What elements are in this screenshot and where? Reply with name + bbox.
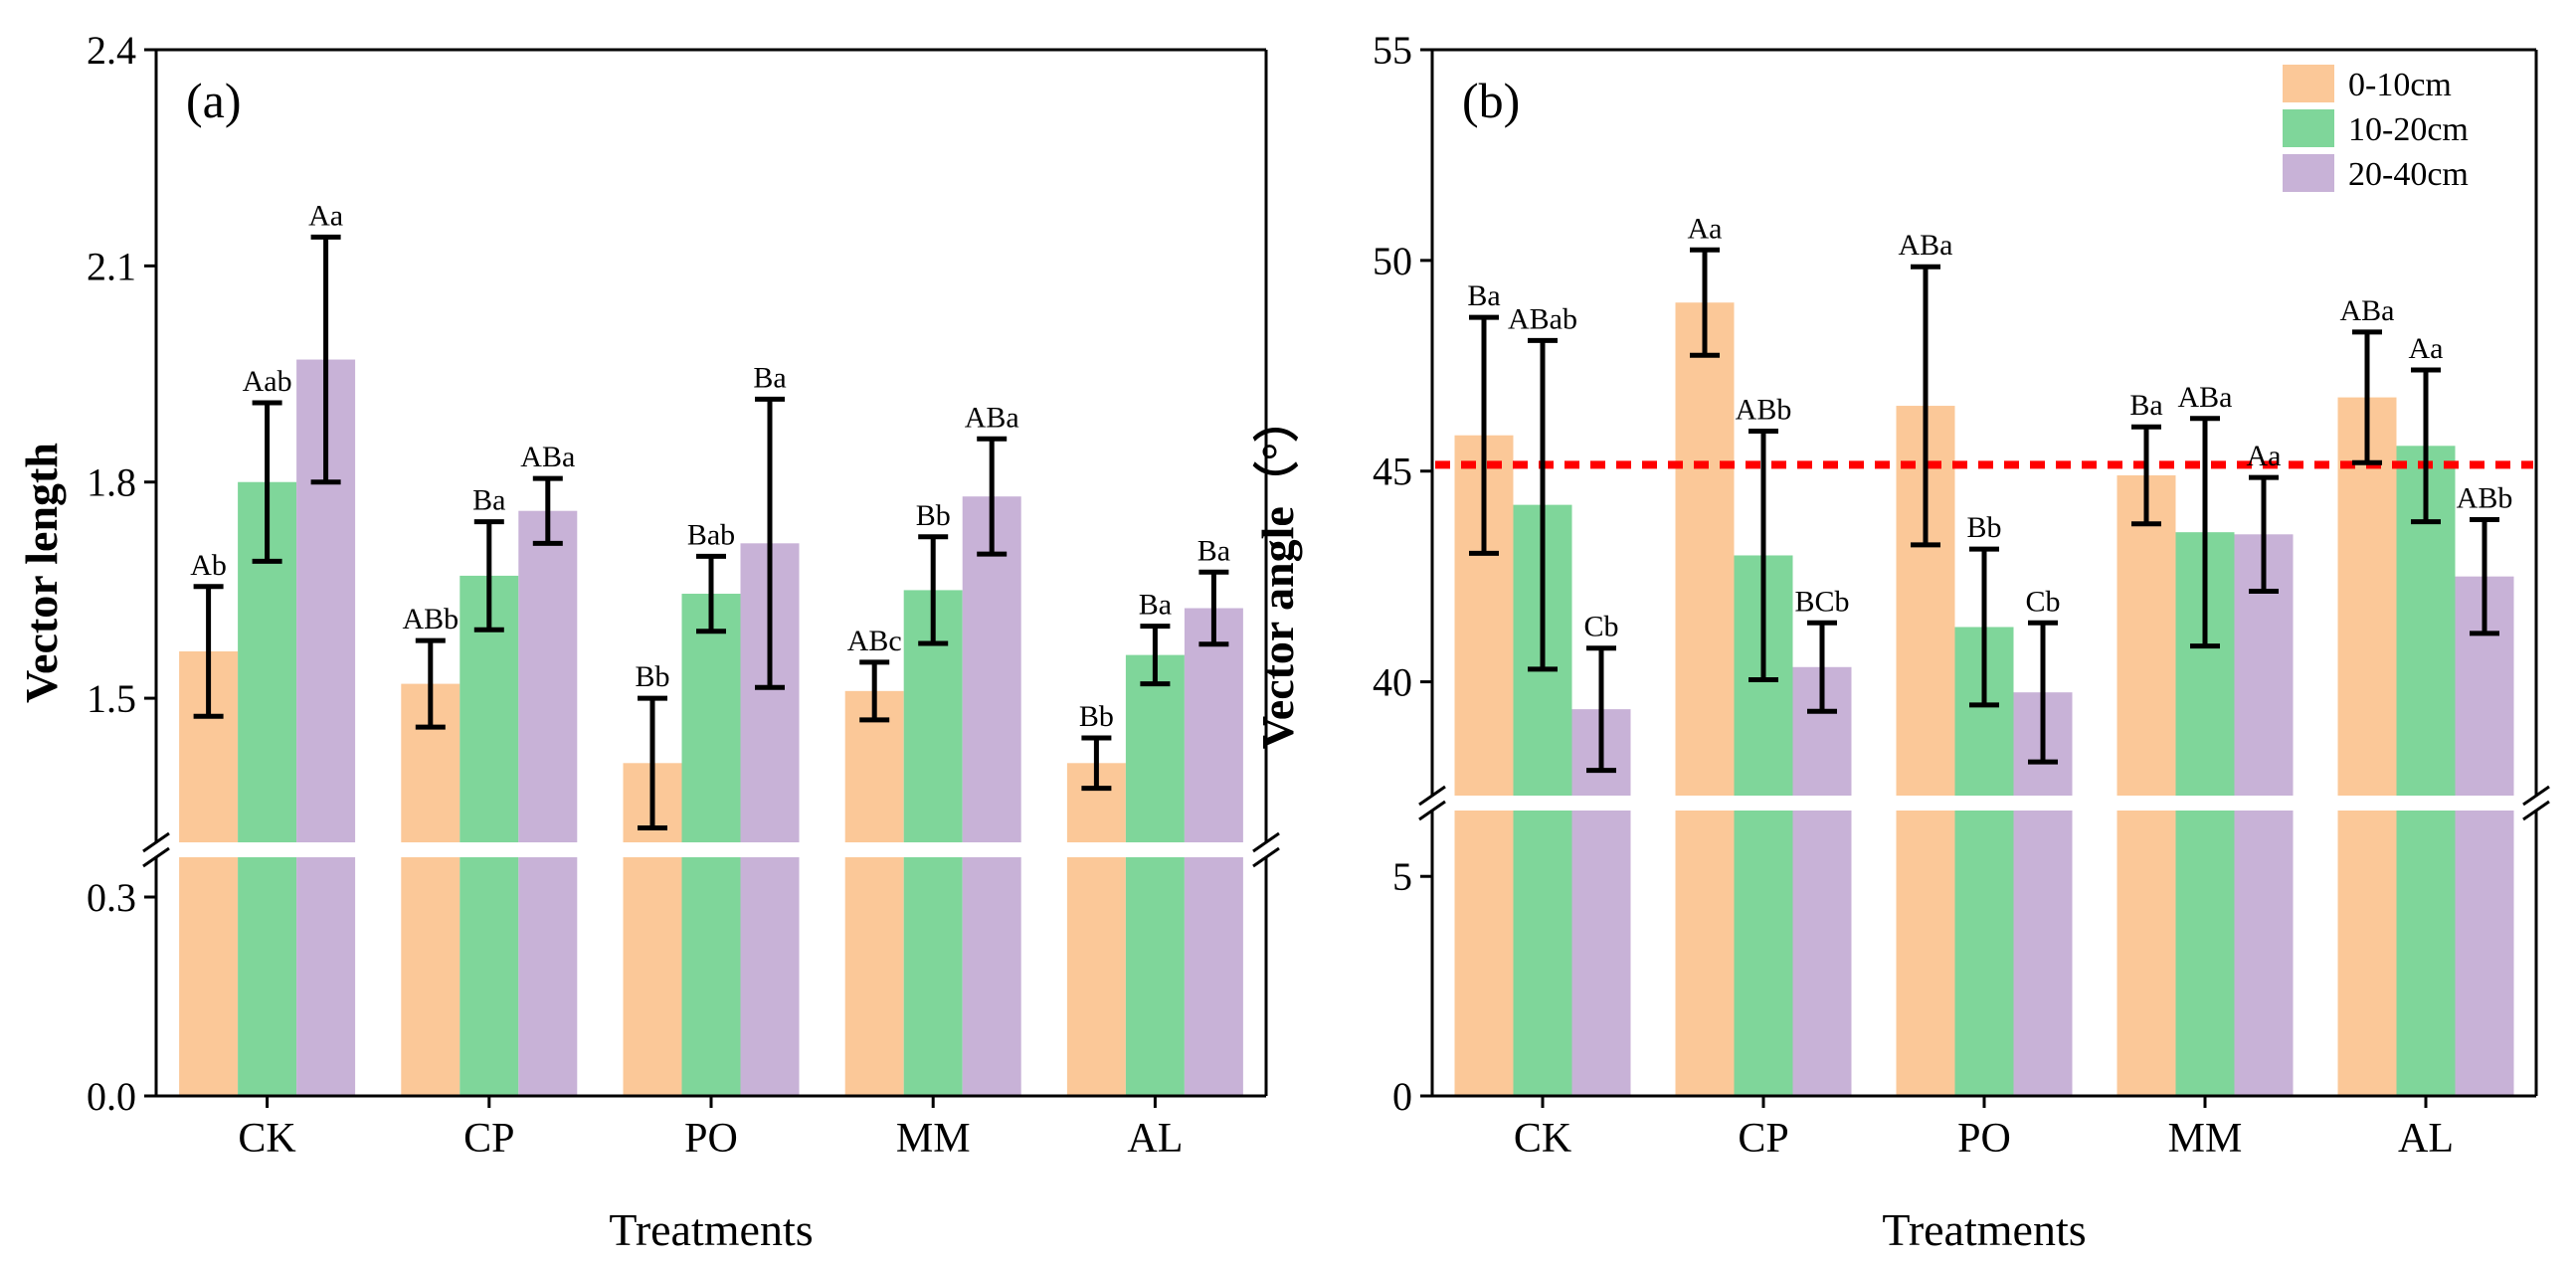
significance-label: ABb	[1736, 393, 1792, 426]
significance-label: Bb	[1079, 700, 1114, 733]
significance-label: Ab	[190, 549, 227, 582]
significance-label: ABa	[2178, 381, 2233, 414]
category-label-al: AL	[2398, 1116, 2454, 1162]
significance-label: BCb	[1794, 585, 1849, 618]
bar-al-10-20cm	[2396, 446, 2456, 1097]
legend-swatch-20-40cm	[2283, 154, 2334, 192]
y-tick-label: 50	[1373, 239, 1412, 283]
panel-label: (a)	[186, 73, 242, 128]
significance-label: ABa	[2340, 294, 2395, 327]
category-label-ck: CK	[1514, 1116, 1571, 1162]
break-marker-left	[142, 831, 170, 853]
significance-label: Bb	[1966, 511, 2001, 544]
significance-label: Aa	[1688, 212, 1723, 245]
category-label-mm: MM	[2168, 1116, 2243, 1162]
significance-label: Aa	[2409, 332, 2444, 365]
significance-label: Ba	[2129, 389, 2162, 422]
y-axis-title: Vector angle（°）	[1252, 397, 1303, 749]
x-axis-title: Treatments	[1882, 1204, 2086, 1255]
y-axis-title: Vector length	[16, 443, 67, 703]
break-marker-left	[142, 846, 170, 868]
bar-cp-0-10cm	[401, 683, 460, 1096]
legend-label: 0-10cm	[2348, 67, 2452, 103]
category-label-po: PO	[1957, 1116, 2011, 1162]
axis-break-gap	[1430, 796, 2538, 811]
y-tick-label: 1.5	[87, 676, 136, 721]
significance-label: ABb	[2457, 481, 2513, 514]
bar-al-10-20cm	[1125, 654, 1185, 1096]
significance-label: Ba	[1467, 279, 1500, 312]
bar-al-0-10cm	[2337, 397, 2397, 1096]
significance-label: Aa	[308, 199, 343, 232]
y-tick-label: 5	[1392, 854, 1412, 899]
bar-mm-0-10cm	[2116, 474, 2176, 1097]
y-tick-label: 55	[1373, 28, 1412, 73]
significance-label: Ba	[472, 484, 505, 517]
significance-label: Bb	[635, 660, 669, 693]
bar-mm-20-40cm	[2234, 534, 2294, 1096]
significance-label: Aa	[2247, 440, 2282, 472]
panel-b: Ba Aa ABa Ba ABa ABab ABb Bb ABa Aa Cb BCb Cb Aa ABb 40…	[1252, 28, 2550, 1255]
significance-label: ABb	[402, 603, 459, 635]
category-label-cp: CP	[1738, 1116, 1788, 1162]
category-label-po: PO	[684, 1116, 738, 1162]
y-tick-label: 1.8	[87, 460, 136, 505]
significance-label: Aab	[243, 365, 292, 398]
bar-al-20-40cm	[2455, 576, 2514, 1096]
axis-break-gap	[154, 842, 1268, 857]
bar-cp-20-40cm	[518, 510, 578, 1096]
y-tick-label: 45	[1373, 450, 1412, 494]
category-label-mm: MM	[896, 1116, 971, 1162]
break-marker-left	[1418, 800, 1446, 821]
y-tick-label: 0	[1392, 1074, 1412, 1119]
legend-label: 20-40cm	[2348, 156, 2469, 193]
significance-label: ABab	[1508, 302, 1577, 335]
bar-mm-0-10cm	[844, 690, 904, 1096]
y-tick-label: 0.3	[87, 875, 136, 920]
category-label-ck: CK	[238, 1116, 295, 1162]
legend-swatch-10-20cm	[2283, 109, 2334, 147]
bar-ck-20-40cm	[1571, 709, 1631, 1096]
bar-al-0-10cm	[1066, 763, 1126, 1096]
significance-label: Bab	[687, 518, 735, 551]
y-tick-label: 0.0	[87, 1074, 136, 1119]
break-marker-left	[1418, 785, 1446, 807]
significance-label: Cb	[1583, 611, 1618, 643]
legend-label: 10-20cm	[2348, 111, 2469, 148]
significance-label: Bb	[916, 499, 951, 532]
significance-label: Ba	[1197, 534, 1230, 567]
legend-swatch-0-10cm	[2283, 65, 2334, 102]
bar-cp-20-40cm	[1792, 666, 1852, 1096]
panel-a: Ab ABb Bb ABc Bb Aab Ba Bab Bb Ba Aa ABa Ba ABa Ba 1.5 1…	[16, 28, 1280, 1255]
bar-mm-20-40cm	[962, 496, 1021, 1097]
significance-label: Ba	[1139, 589, 1172, 622]
bar-cp-10-20cm	[460, 575, 519, 1096]
category-label-cp: CP	[463, 1116, 514, 1162]
bar-ck-0-10cm	[179, 650, 239, 1096]
bar-cp-0-10cm	[1675, 302, 1735, 1096]
panel-label: (b)	[1462, 73, 1520, 128]
y-tick-label: 40	[1373, 660, 1412, 705]
category-label-al: AL	[1127, 1116, 1183, 1162]
break-marker-right	[1252, 846, 1280, 868]
significance-label: ABc	[847, 625, 902, 657]
significance-label: ABa	[965, 401, 1019, 434]
x-axis-title: Treatments	[609, 1204, 813, 1255]
bar-ck-10-20cm	[238, 481, 297, 1096]
break-marker-right	[2522, 800, 2550, 821]
break-marker-right	[2522, 785, 2550, 807]
significance-label: ABa	[1899, 229, 1953, 262]
break-marker-right	[1252, 831, 1280, 853]
significance-label: Ba	[753, 361, 786, 394]
significance-label: Cb	[2025, 585, 2060, 618]
significance-label: ABa	[520, 441, 575, 473]
y-tick-label: 2.4	[87, 28, 136, 73]
y-tick-label: 2.1	[87, 244, 136, 288]
